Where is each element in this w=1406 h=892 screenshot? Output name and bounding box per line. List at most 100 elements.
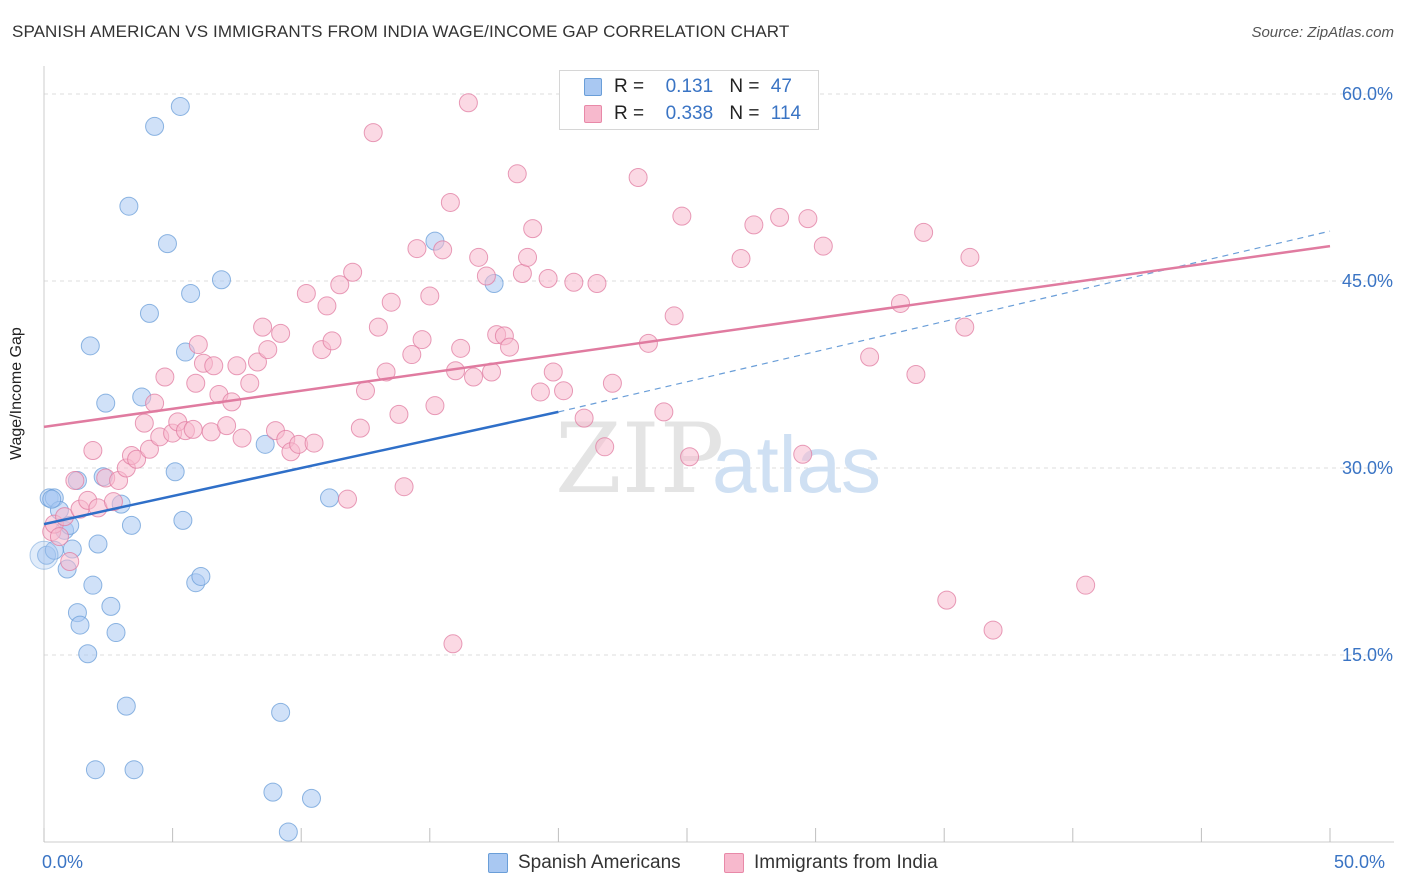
point-1-77 bbox=[512, 264, 532, 284]
point-1-2 bbox=[49, 527, 69, 547]
point-1-88 bbox=[602, 373, 622, 393]
point-1-65 bbox=[440, 192, 460, 212]
point-1-39 bbox=[271, 323, 291, 343]
legend-swatch-spanish bbox=[488, 853, 508, 873]
point-1-79 bbox=[523, 219, 543, 239]
stats-legend: R = 0.131 N = 47 R = 0.338 N = 114 bbox=[559, 70, 819, 130]
point-1-94 bbox=[680, 447, 700, 467]
point-0-35 bbox=[211, 270, 231, 290]
point-1-81 bbox=[538, 269, 558, 289]
point-1-82 bbox=[543, 362, 563, 382]
point-1-24 bbox=[183, 419, 203, 439]
point-1-50 bbox=[343, 262, 363, 282]
point-1-92 bbox=[664, 306, 684, 326]
point-1-106 bbox=[937, 590, 957, 610]
point-1-85 bbox=[574, 408, 594, 428]
point-1-16 bbox=[134, 413, 154, 433]
point-1-76 bbox=[507, 164, 527, 184]
point-1-87 bbox=[595, 437, 615, 457]
point-0-37 bbox=[271, 702, 291, 722]
point-0-40 bbox=[319, 488, 339, 508]
point-0-14 bbox=[83, 575, 103, 595]
source-label: Source: ZipAtlas.com bbox=[1251, 24, 1394, 41]
point-1-89 bbox=[628, 168, 648, 188]
point-1-104 bbox=[906, 365, 926, 384]
point-1-5 bbox=[65, 470, 85, 490]
point-1-98 bbox=[770, 207, 790, 227]
point-1-97 bbox=[744, 215, 764, 235]
point-1-35 bbox=[247, 352, 267, 372]
point-1-11 bbox=[103, 492, 123, 512]
point-1-80 bbox=[530, 382, 550, 402]
stats-n-label: N = bbox=[729, 76, 760, 97]
point-1-93 bbox=[672, 206, 692, 226]
legend-item-spanish[interactable]: Spanish Americans bbox=[488, 852, 681, 874]
x-max-label: 50.0% bbox=[1334, 852, 1386, 872]
point-1-86 bbox=[587, 273, 607, 293]
point-1-48 bbox=[330, 275, 350, 295]
point-1-52 bbox=[356, 381, 375, 401]
point-1-44 bbox=[304, 433, 324, 453]
point-0-46 bbox=[42, 489, 62, 509]
stats-swatch-india bbox=[584, 105, 602, 123]
stats-n-value: 114 bbox=[770, 103, 802, 124]
point-1-99 bbox=[793, 444, 813, 464]
point-cluster-origin bbox=[29, 540, 59, 570]
point-1-100 bbox=[798, 209, 818, 229]
point-1-71 bbox=[476, 266, 496, 286]
point-1-55 bbox=[376, 362, 396, 382]
point-0-36 bbox=[255, 434, 275, 454]
point-1-58 bbox=[394, 477, 414, 497]
point-1-113 bbox=[186, 373, 206, 393]
trend-line-india bbox=[43, 244, 1331, 429]
stats-n-value: 47 bbox=[770, 76, 792, 97]
point-1-69 bbox=[464, 367, 484, 387]
point-0-29 bbox=[170, 96, 190, 116]
point-1-96 bbox=[731, 249, 751, 269]
y-tick-label-3: 60.0% bbox=[1342, 84, 1393, 104]
point-1-105 bbox=[914, 222, 934, 242]
series-legend: Spanish Americans Immigrants from India bbox=[0, 852, 1406, 878]
stats-swatch-spanish bbox=[584, 78, 602, 96]
point-0-30 bbox=[173, 510, 193, 530]
point-1-54 bbox=[368, 317, 388, 337]
point-1-110 bbox=[1076, 575, 1096, 595]
trend-lines bbox=[43, 230, 1331, 526]
point-0-25 bbox=[139, 303, 159, 323]
point-0-19 bbox=[106, 623, 126, 643]
point-1-30 bbox=[217, 416, 237, 436]
watermark-atlas: atlas bbox=[712, 420, 881, 509]
watermark: ZIP atlas bbox=[555, 403, 881, 515]
point-1-36 bbox=[253, 317, 273, 337]
legend-item-india[interactable]: Immigrants from India bbox=[724, 852, 938, 874]
point-1-25 bbox=[188, 335, 208, 355]
point-0-22 bbox=[119, 196, 139, 216]
point-0-23 bbox=[121, 515, 141, 535]
point-0-21 bbox=[116, 696, 136, 716]
point-1-20 bbox=[155, 367, 175, 387]
point-1-67 bbox=[451, 338, 471, 358]
series-spanish-americans-points bbox=[29, 96, 504, 842]
point-1-111 bbox=[443, 634, 463, 654]
stats-r-label: R = bbox=[614, 103, 645, 124]
stats-r-value: 0.338 bbox=[665, 103, 714, 124]
point-0-17 bbox=[96, 393, 116, 413]
point-1-46 bbox=[317, 296, 337, 316]
point-1-34 bbox=[240, 373, 260, 393]
point-0-32 bbox=[181, 283, 201, 303]
legend-label-india: Immigrants from India bbox=[754, 852, 938, 873]
point-1-70 bbox=[469, 247, 489, 267]
y-tick-label-0: 15.0% bbox=[1342, 645, 1393, 665]
point-1-43 bbox=[296, 283, 316, 303]
point-1-101 bbox=[813, 236, 833, 256]
point-1-49 bbox=[337, 489, 357, 509]
point-1-32 bbox=[227, 356, 247, 376]
stats-row-spanish: R = 0.131 N = 47 bbox=[584, 76, 792, 98]
legend-swatch-india bbox=[724, 853, 744, 873]
point-0-15 bbox=[88, 534, 108, 554]
point-0-28 bbox=[165, 462, 185, 482]
trend-line-spanish-extension bbox=[558, 230, 1331, 413]
point-0-39 bbox=[301, 788, 321, 808]
point-1-75 bbox=[500, 337, 520, 357]
